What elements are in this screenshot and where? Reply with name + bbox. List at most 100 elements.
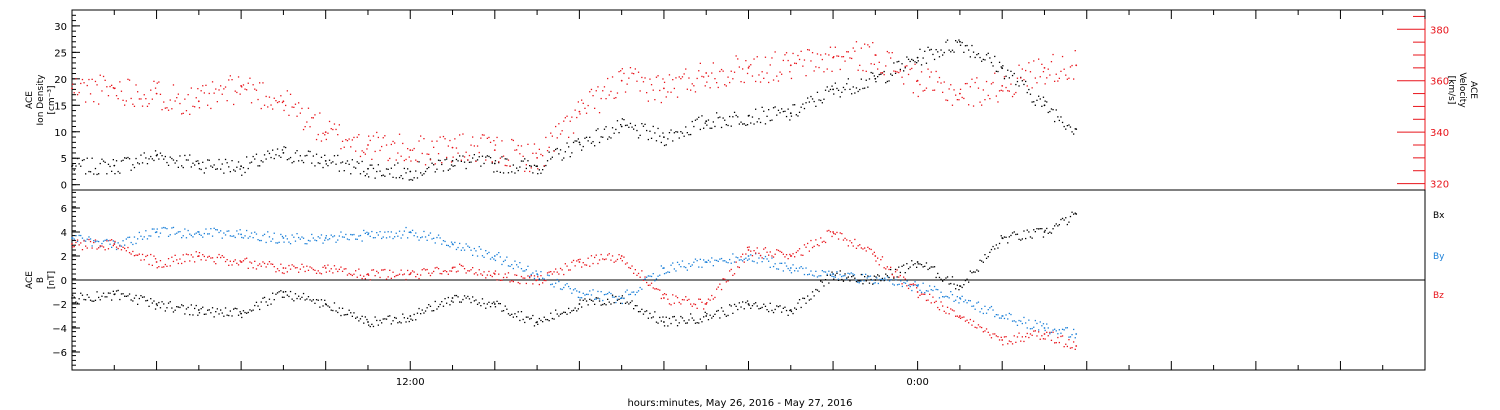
data-dot xyxy=(764,123,767,125)
data-dot xyxy=(341,236,344,238)
data-dot xyxy=(743,81,745,84)
data-dot xyxy=(987,309,989,311)
data-dot xyxy=(517,266,519,268)
data-dot xyxy=(818,245,820,247)
data-dot xyxy=(107,95,110,97)
data-dot xyxy=(859,88,861,91)
data-dot xyxy=(826,68,828,70)
data-dot xyxy=(738,259,740,261)
data-dot xyxy=(581,306,583,308)
data-dot xyxy=(454,138,456,140)
data-dot xyxy=(470,249,472,251)
data-dot xyxy=(675,295,677,297)
data-dot xyxy=(455,248,458,251)
data-dot xyxy=(766,72,768,74)
data-dot xyxy=(237,76,240,78)
data-dot xyxy=(579,113,581,115)
data-dot xyxy=(1046,77,1048,79)
data-dot xyxy=(564,311,566,314)
data-dot xyxy=(663,325,666,327)
data-dot xyxy=(683,135,685,137)
data-dot xyxy=(442,135,445,138)
data-dot xyxy=(641,270,643,272)
data-dot xyxy=(771,255,773,257)
data-dot xyxy=(280,263,282,265)
data-dot xyxy=(488,155,490,158)
x-tick-label: 0:00 xyxy=(906,377,928,388)
data-dot xyxy=(797,54,799,57)
data-dot xyxy=(857,280,859,282)
data-dot xyxy=(320,299,323,301)
data-dot xyxy=(555,148,557,151)
data-dot xyxy=(990,248,993,251)
data-dot xyxy=(530,317,532,320)
data-dot xyxy=(400,237,402,239)
data-dot xyxy=(385,318,388,320)
data-dot xyxy=(860,280,862,282)
data-dot xyxy=(306,265,308,267)
right-y-axis-label-line: ACE xyxy=(1468,81,1478,99)
data-dot xyxy=(202,85,204,87)
data-dot xyxy=(169,265,171,267)
data-dot xyxy=(768,81,770,84)
data-dot xyxy=(436,308,438,310)
data-dot xyxy=(481,298,484,300)
data-dot xyxy=(330,309,332,311)
data-dot xyxy=(977,301,980,303)
data-dot xyxy=(309,126,311,128)
data-dot xyxy=(381,237,383,240)
data-dot xyxy=(159,307,162,309)
data-dot xyxy=(1050,339,1053,341)
data-dot xyxy=(1007,90,1009,92)
data-dot xyxy=(538,317,540,320)
data-dot xyxy=(324,134,326,136)
data-dot xyxy=(953,283,955,285)
data-dot xyxy=(203,313,205,315)
data-dot xyxy=(394,236,396,238)
data-dot xyxy=(78,91,80,94)
data-dot xyxy=(328,120,331,123)
data-dot xyxy=(237,264,240,266)
data-dot xyxy=(128,236,131,238)
data-point xyxy=(916,79,919,82)
data-dot xyxy=(371,230,373,233)
data-dot xyxy=(207,159,209,161)
data-dot xyxy=(878,264,880,266)
data-dot xyxy=(839,273,841,276)
data-dot xyxy=(125,157,127,159)
data-dot xyxy=(359,234,362,237)
data-dot xyxy=(473,273,475,275)
data-dot xyxy=(1011,320,1014,322)
data-dot xyxy=(1031,334,1033,336)
data-dot xyxy=(104,296,106,298)
data-dot xyxy=(676,131,679,133)
data-dot xyxy=(924,89,926,91)
data-dot xyxy=(963,301,965,303)
data-dot xyxy=(424,269,427,271)
data-dot xyxy=(577,259,579,261)
data-dot xyxy=(226,230,228,232)
data-dot xyxy=(746,124,749,126)
data-dot xyxy=(691,120,693,123)
data-dot xyxy=(1005,75,1007,77)
data-dot xyxy=(849,88,851,90)
data-dot xyxy=(413,235,415,237)
data-dot xyxy=(428,234,430,236)
data-dot xyxy=(969,86,971,88)
data-dot xyxy=(623,297,625,300)
data-dot xyxy=(122,159,124,161)
data-dot xyxy=(611,296,614,298)
data-dot xyxy=(179,258,181,260)
data-dot xyxy=(501,310,503,312)
data-point xyxy=(536,157,538,159)
data-dot xyxy=(499,171,501,173)
data-dot xyxy=(820,54,822,56)
series-By-dots xyxy=(71,226,1078,339)
data-dot xyxy=(207,309,209,311)
data-dot xyxy=(1038,58,1040,60)
data-dot xyxy=(1044,83,1046,85)
data-dot xyxy=(111,299,113,301)
data-dot xyxy=(724,119,726,121)
legend-entry-By: By xyxy=(1433,252,1445,262)
data-dot xyxy=(968,322,970,324)
